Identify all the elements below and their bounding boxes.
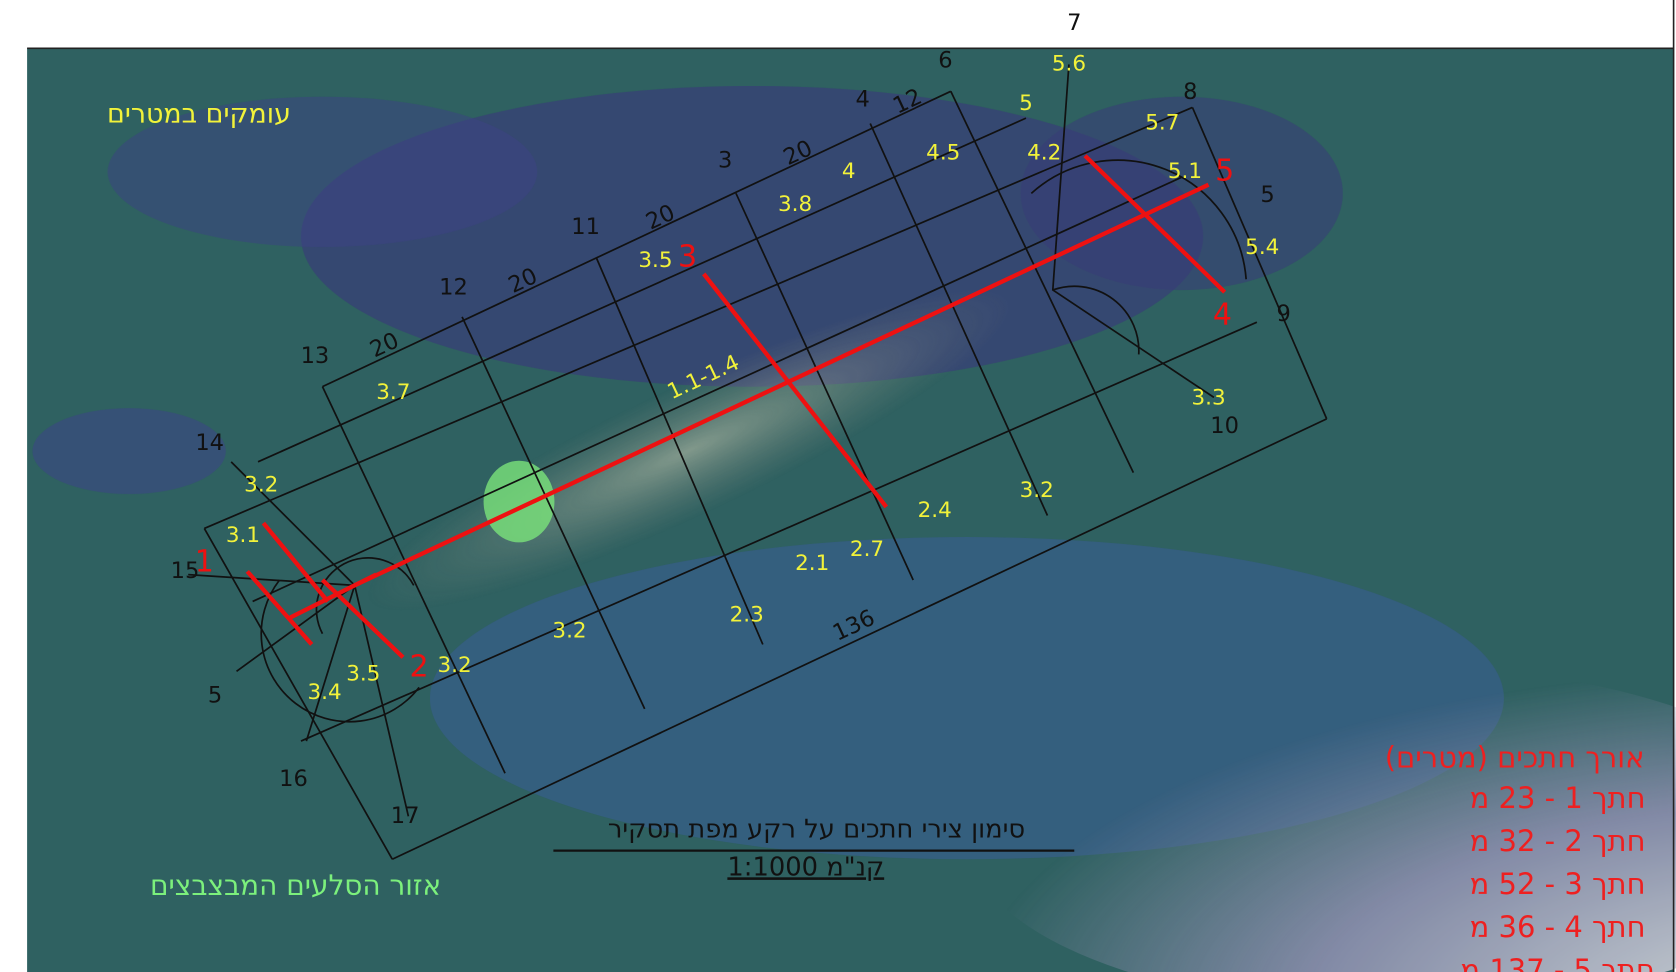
outcrop-label: אזור הסלעים המבצבצים bbox=[150, 869, 441, 902]
depth-label: 3.2 bbox=[244, 472, 278, 497]
legend-item: חתך 4 - 36 מ bbox=[1470, 910, 1646, 944]
axis-number: 4 bbox=[856, 86, 870, 112]
depth-label: 2.4 bbox=[918, 498, 952, 523]
section-lines bbox=[245, 154, 1227, 659]
axis-number: 13 bbox=[301, 343, 330, 369]
depth-label: 4.2 bbox=[1027, 141, 1061, 166]
depth-label: 3.5 bbox=[638, 248, 672, 273]
depth-title: עומקים במטרים bbox=[107, 98, 291, 129]
depth-label: 3.2 bbox=[552, 619, 586, 644]
section-number: 5 bbox=[1215, 153, 1234, 188]
section-number: 2 bbox=[410, 650, 429, 685]
outcrop-marker bbox=[483, 460, 555, 543]
caption-title: סימון צירי חתכים על רקע מפת תסקיר bbox=[608, 815, 1025, 845]
survey-shading bbox=[32, 85, 1676, 972]
legend-item: חתך 2 - 32 מ bbox=[1470, 824, 1646, 858]
top-number: 7 bbox=[1067, 10, 1081, 36]
depth-label: 3.1 bbox=[226, 523, 260, 548]
axis-number: 15 bbox=[171, 558, 200, 584]
axis-number: 10 bbox=[1210, 413, 1239, 439]
depth-label: 5.6 bbox=[1052, 51, 1086, 76]
axis-number: 5 bbox=[208, 682, 222, 708]
depth-label: 4.5 bbox=[926, 141, 960, 166]
section-number: 1 bbox=[195, 544, 214, 579]
axis-number: 8 bbox=[1183, 79, 1197, 105]
depth-label: 3.2 bbox=[437, 653, 471, 678]
depth-label: 2.3 bbox=[730, 602, 764, 627]
depth-label: 3.2 bbox=[1020, 478, 1054, 503]
axis-number: 3 bbox=[718, 148, 732, 174]
depth-label: 3.5 bbox=[346, 661, 380, 686]
depth-label: 5.4 bbox=[1245, 235, 1279, 260]
axis-number: 12 bbox=[439, 274, 468, 300]
axis-number: 17 bbox=[391, 803, 420, 829]
depth-label: 5.1 bbox=[1168, 159, 1202, 184]
depth-label: 5 bbox=[1019, 91, 1033, 116]
legend-item: חתך 5 - 137 מ bbox=[1460, 953, 1654, 972]
axis-number: 5 bbox=[1260, 182, 1274, 208]
depth-label: 3.7 bbox=[376, 380, 410, 405]
depth-label: 3.3 bbox=[1191, 385, 1225, 410]
section-number: 4 bbox=[1213, 297, 1232, 332]
depth-label: 3.8 bbox=[778, 192, 812, 217]
caption-scale: קנ"מ 1:1000 bbox=[727, 852, 884, 882]
section-number: 3 bbox=[678, 239, 697, 274]
axis-number: 14 bbox=[195, 430, 224, 456]
legend-title: אורך חתכים (מטרים) bbox=[1385, 740, 1645, 774]
axis-number: 6 bbox=[938, 48, 952, 74]
axis-number: 16 bbox=[279, 766, 308, 792]
depth-label: 3.4 bbox=[308, 680, 342, 705]
axis-number: 9 bbox=[1277, 301, 1291, 327]
depth-label: 5.7 bbox=[1145, 111, 1179, 136]
axis-number: 11 bbox=[571, 214, 600, 240]
legend-item: חתך 3 - 52 מ bbox=[1470, 867, 1646, 901]
legend-item: חתך 1 - 23 מ bbox=[1470, 781, 1646, 815]
depth-label: 4 bbox=[842, 159, 856, 184]
depth-label: 2.7 bbox=[850, 537, 884, 562]
depth-label: 2.1 bbox=[795, 551, 829, 576]
